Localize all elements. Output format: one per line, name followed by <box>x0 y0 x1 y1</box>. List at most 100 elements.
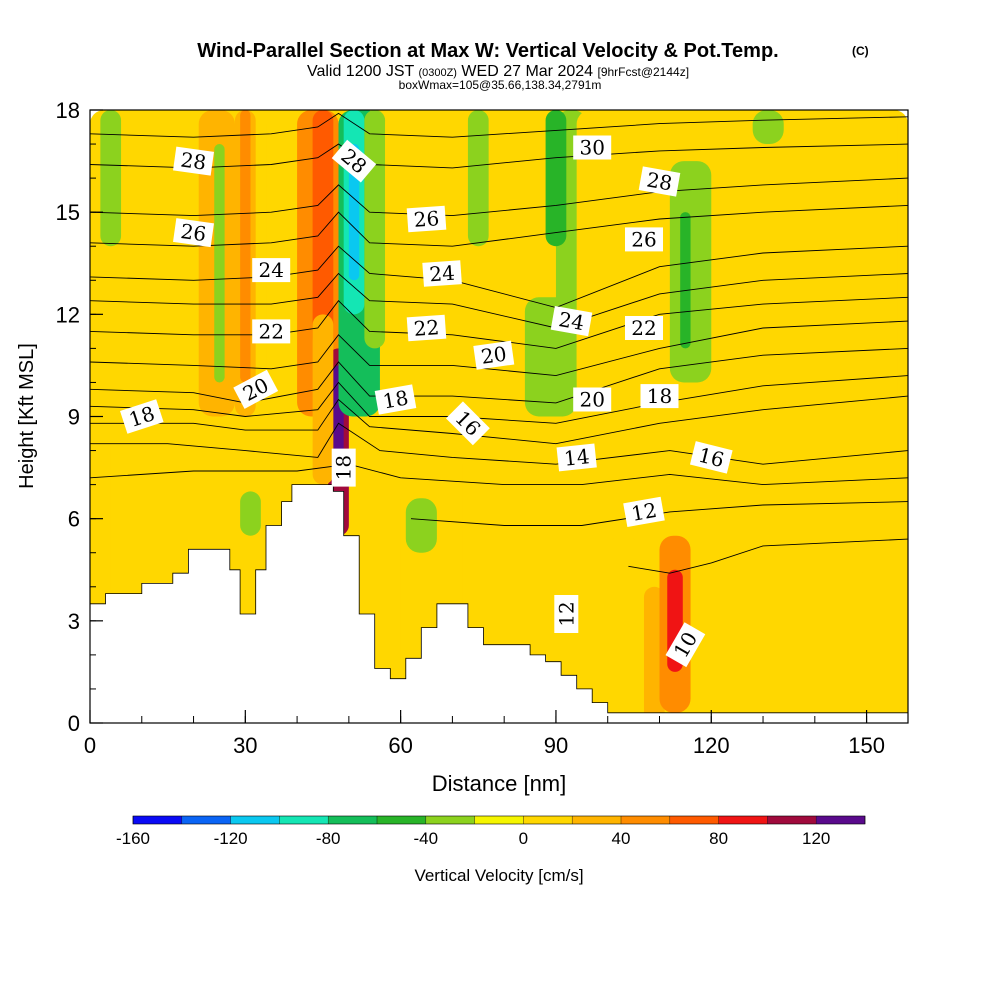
contour-label-26: 26 <box>625 227 663 252</box>
subtitle-date: WED 27 Mar 2024 <box>461 63 593 80</box>
y-tick-label: 18 <box>56 98 80 123</box>
velocity-cell <box>752 110 784 145</box>
subtitle-valid: Valid 1200 JST <box>307 63 415 80</box>
chart-subtitle: Valid 1200 JST (0300Z) WED 27 Mar 2024 [… <box>307 63 689 80</box>
theta-contour-28 <box>90 112 908 138</box>
contour-label-bg <box>120 399 164 434</box>
contour-label-28: 28 <box>173 146 214 176</box>
contour-label-bg <box>406 205 447 233</box>
contour-label-text: 12 <box>629 498 658 526</box>
contour-label-text: 22 <box>258 319 283 343</box>
theta-contour-18 <box>90 395 908 445</box>
colorbar-swatch <box>669 816 719 824</box>
contour-label-text: 26 <box>631 227 656 251</box>
velocity-cell <box>607 535 639 723</box>
contour-label-bg <box>173 218 214 248</box>
contour-label-text: 28 <box>645 167 674 195</box>
y-tick-label: 6 <box>68 507 80 532</box>
velocity-cell <box>240 491 261 536</box>
contour-label-text: 18 <box>381 385 410 413</box>
colorbar-tick-label: -160 <box>116 829 150 848</box>
colorbar-tick-label: -120 <box>214 829 248 848</box>
colorbar-swatch <box>767 816 817 824</box>
y-tick-label: 3 <box>68 609 80 634</box>
colorbar-swatch <box>621 816 670 824</box>
y-tick-label: 15 <box>56 200 80 225</box>
chart-subtitle-box: boxWmax=105@35.66,138.34,2791m <box>399 78 602 92</box>
y-tick-label: 0 <box>68 711 80 736</box>
colorbar-swatch <box>279 816 329 824</box>
contour-label-12: 12 <box>554 595 579 633</box>
velocity-cell <box>680 212 691 349</box>
colorbar-label: Vertical Velocity [cm/s] <box>414 866 583 885</box>
theta-contour-12 <box>410 501 908 526</box>
contour-label-text: 12 <box>554 601 578 626</box>
velocity-cell <box>312 110 334 349</box>
contour-label-26: 26 <box>173 218 214 248</box>
contour-label-bg <box>640 384 679 409</box>
contour-label-text: 20 <box>579 388 604 412</box>
y-tick-label: 12 <box>56 302 80 327</box>
contour-label-text: 16 <box>696 443 727 472</box>
contour-label-bg <box>252 319 291 344</box>
x-tick-label: 90 <box>544 733 568 758</box>
theta-contour-24 <box>90 245 908 308</box>
contour-label-text: 22 <box>413 315 440 341</box>
contour-label-18: 18 <box>331 448 356 487</box>
velocity-cell <box>312 314 334 485</box>
velocity-cell <box>467 110 489 247</box>
contour-label-26: 26 <box>406 205 447 233</box>
chart-title: Wind-Parallel Section at Max W: Vertical… <box>197 40 778 62</box>
contour-label-22: 22 <box>625 316 663 340</box>
colorbar-tick-label: 0 <box>519 829 528 848</box>
contour-label-bg <box>638 166 681 197</box>
x-axis: 0 30 60 90 120 150 <box>84 710 885 758</box>
colorbar-tick-label: -40 <box>414 829 439 848</box>
colorbar-swatch <box>718 816 768 824</box>
contour-label-bg <box>252 258 291 283</box>
velocity-cell <box>731 110 764 417</box>
x-tick-label: 60 <box>388 733 412 758</box>
contour-label-bg <box>374 384 417 415</box>
contour-label-text: 24 <box>429 261 456 287</box>
contour-label-16: 16 <box>689 441 733 474</box>
colorbar-swatch <box>328 816 377 824</box>
theta-contour-23 <box>90 272 908 329</box>
terrain-profile <box>89 484 909 724</box>
contour-label-text: 26 <box>179 219 208 246</box>
velocity-cell <box>364 110 386 349</box>
contour-label-bg <box>422 260 462 287</box>
velocity-cell <box>856 569 908 713</box>
contour-label-22: 22 <box>406 314 447 342</box>
velocity-cell <box>240 110 251 383</box>
contour-label-18: 18 <box>374 384 417 415</box>
contour-label-text: 28 <box>179 147 208 174</box>
x-axis-label: Distance [nm] <box>432 771 567 796</box>
theta-contour-26 <box>90 177 908 217</box>
contour-label-18: 18 <box>640 384 679 409</box>
y-tick-label: 9 <box>68 405 80 430</box>
colorbar-swatch <box>377 816 426 824</box>
contour-label-bg <box>173 146 214 176</box>
contour-label-bg <box>689 441 733 474</box>
contour-label-text: 20 <box>480 342 509 369</box>
contour-label-14: 14 <box>556 443 597 472</box>
contour-label-bg <box>623 496 665 528</box>
colorbar-swatch <box>230 816 280 824</box>
colorbar-tick-label: 40 <box>612 829 631 848</box>
contour-label-text: 26 <box>413 206 440 232</box>
colorbar-swatch <box>523 816 573 824</box>
x-tick-label: 30 <box>233 733 257 758</box>
contour-label-text: 14 <box>563 444 591 471</box>
colorbar-swatch <box>133 816 182 824</box>
contour-label-bg <box>445 401 490 446</box>
theta-contour-14 <box>90 463 908 486</box>
colorbar-swatch <box>816 816 865 824</box>
x-tick-label: 0 <box>84 733 96 758</box>
contour-label-22: 22 <box>252 319 291 344</box>
contour-label-bg <box>625 316 663 340</box>
contour-label-text: 18 <box>647 384 672 408</box>
contour-label-bg <box>573 135 612 160</box>
contour-label-30: 30 <box>573 135 612 160</box>
